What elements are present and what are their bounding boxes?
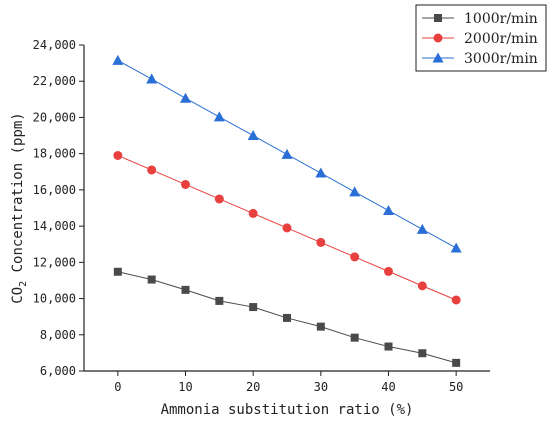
series-3000r/min (112, 54, 462, 253)
data-point (384, 342, 393, 351)
x-tick-label: 20 (246, 380, 260, 394)
data-point (384, 266, 393, 276)
data-point (282, 223, 292, 233)
x-tick-label: 0 (114, 380, 121, 394)
x-axis-ticks: 0 10 20 30 40 50 (114, 371, 463, 394)
data-point (214, 194, 224, 204)
data-point (316, 322, 325, 331)
y-axis-title-prefix: CO (10, 287, 26, 304)
x-tick-label: 30 (314, 380, 328, 394)
legend-label: 1000r/min (464, 11, 538, 27)
data-point (418, 349, 427, 358)
y-tick-label: 8,000 (40, 328, 76, 342)
y-tick-label: 22,000 (33, 74, 76, 88)
legend-marker (434, 14, 442, 22)
axes (83, 45, 490, 372)
y-tick-label: 24,000 (33, 38, 76, 52)
data-point (283, 313, 291, 322)
y-tick-label: 6,000 (40, 364, 76, 378)
data-point (350, 252, 360, 262)
data-point (247, 130, 259, 141)
data-point (350, 333, 359, 342)
x-tick-label: 40 (381, 380, 395, 394)
data-point (349, 186, 361, 197)
legend-marker (432, 52, 444, 63)
legend-marker (433, 33, 443, 43)
series-2000r/min (113, 150, 461, 305)
data-point (181, 179, 190, 189)
data-point (113, 267, 122, 276)
data-point (146, 73, 158, 84)
data-point (451, 295, 461, 305)
data-point (113, 150, 123, 160)
y-tick-label: 16,000 (33, 183, 76, 197)
data-point (281, 148, 293, 159)
y-tick-label: 20,000 (33, 110, 76, 124)
data-point (417, 281, 427, 291)
data-point (452, 358, 461, 367)
series-1000r/min (113, 267, 461, 367)
y-axis-title: CO2 Concentration (ppm) (10, 112, 29, 303)
y-axis-title-suffix: Concentration (ppm) (10, 112, 26, 281)
data-point (213, 111, 225, 122)
series-group (112, 54, 462, 367)
y-tick-label: 10,000 (33, 292, 76, 306)
data-point (316, 237, 326, 247)
legend-label: 2000r/min (464, 31, 538, 47)
y-tick-label: 12,000 (33, 255, 76, 269)
legend-label: 3000r/min (464, 51, 538, 67)
legend: 1000r/min 2000r/min 3000r/min (415, 4, 547, 72)
y-axis-title-subscript: 2 (18, 281, 29, 287)
x-tick-label: 50 (449, 380, 463, 394)
x-axis-title: Ammonia substitution ratio (%) (161, 402, 414, 418)
y-tick-label: 18,000 (33, 147, 76, 161)
data-point (147, 275, 156, 284)
data-point (147, 165, 157, 175)
data-point (181, 285, 190, 294)
x-tick-label: 10 (178, 380, 192, 394)
data-point (180, 92, 191, 103)
data-point (315, 167, 327, 178)
data-point (215, 296, 224, 305)
data-point (450, 242, 462, 253)
y-axis-ticks: 6,000 8,000 10,000 12,000 14,000 16,000 18,000… (33, 38, 84, 378)
data-point (249, 303, 258, 312)
y-tick-label: 14,000 (33, 219, 76, 233)
data-point (112, 54, 124, 65)
data-point (248, 208, 258, 218)
data-point (416, 223, 428, 234)
data-point (383, 205, 394, 216)
